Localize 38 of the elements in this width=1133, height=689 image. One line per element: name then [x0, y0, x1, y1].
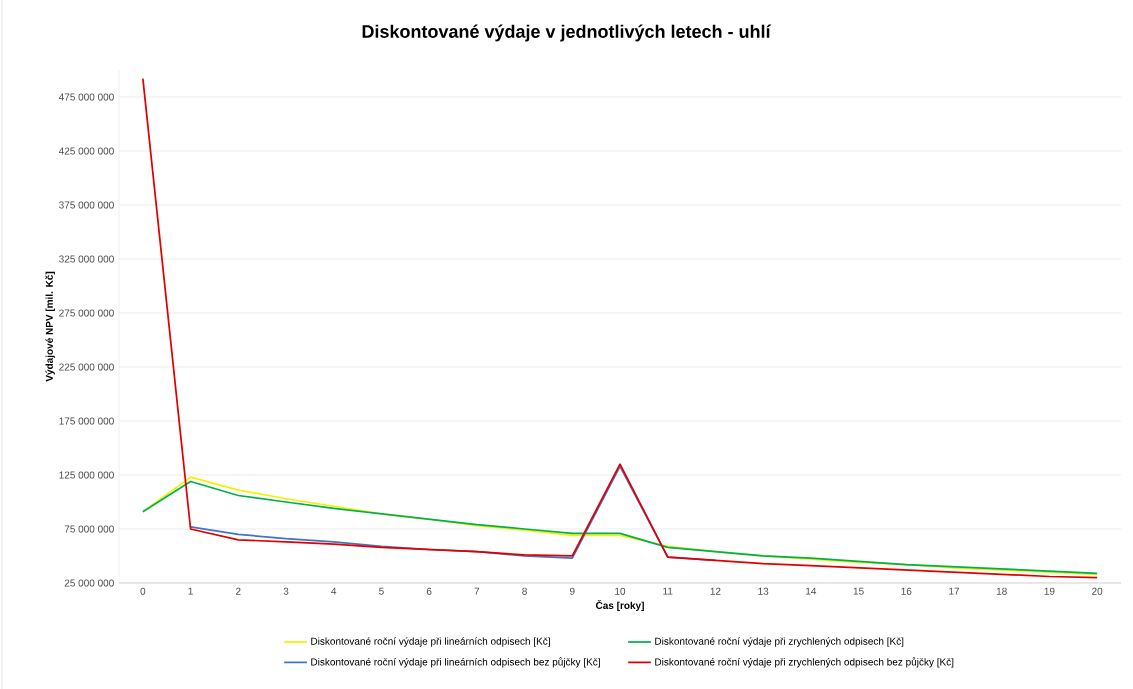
- y-tick-label: 25 000 000: [64, 579, 114, 587]
- x-tick-label: 8: [522, 587, 527, 595]
- y-tick-label: 225 000 000: [59, 363, 114, 371]
- legend-label: Diskontované roční výdaje při lineárních odpisech [Kč]: [311, 637, 550, 647]
- x-tick-label: 11: [663, 587, 673, 595]
- chart-title: Diskontované výdaje v jednotlivých letech - uhlí: [362, 24, 772, 42]
- y-tick-label: 175 000 000: [59, 417, 114, 425]
- x-tick-label: 19: [1044, 587, 1055, 595]
- x-tick-label: 12: [710, 587, 721, 595]
- legend-label: Diskontované roční výdaje při zrychlených odpisech [Kč]: [655, 637, 904, 647]
- x-tick-label: 13: [758, 587, 769, 595]
- y-axis-title: Výdajové NPV [mil. Kč]: [45, 271, 55, 382]
- x-tick-label: 20: [1092, 587, 1103, 595]
- y-tick-label: 375 000 000: [59, 201, 114, 209]
- legend-label: Diskontované roční výdaje při zrychlených odpisech bez půjčky [Kč]: [655, 657, 954, 668]
- x-tick-label: 14: [806, 587, 817, 595]
- x-tick-label: 7: [474, 587, 480, 595]
- x-tick-label: 16: [901, 587, 912, 595]
- legend-label: Diskontované roční výdaje při lineárních odpisech bez půjčky [Kč]: [311, 657, 600, 668]
- x-tick-label: 1: [188, 587, 193, 595]
- x-tick-label: 9: [569, 587, 575, 595]
- x-tick-label: 10: [615, 587, 626, 595]
- x-tick-label: 17: [949, 587, 960, 595]
- x-tick-label: 5: [379, 587, 384, 595]
- y-tick-label: 475 000 000: [58, 93, 114, 101]
- x-tick-label: 4: [331, 587, 337, 595]
- x-tick-label: 6: [426, 587, 432, 595]
- y-tick-label: 425 000 000: [58, 147, 114, 155]
- x-axis-title: Čas [roky]: [595, 599, 644, 611]
- x-tick-label: 3: [283, 587, 289, 595]
- y-tick-label: 125 000 000: [59, 471, 114, 479]
- x-tick-label: 2: [236, 587, 241, 595]
- x-tick-label: 0: [140, 587, 146, 595]
- x-tick-label: 18: [996, 587, 1007, 595]
- y-tick-label: 275 000 000: [59, 309, 114, 317]
- x-tick-label: 15: [853, 587, 864, 595]
- y-tick-label: 325 000 000: [59, 255, 114, 263]
- y-tick-label: 75 000 000: [64, 525, 114, 533]
